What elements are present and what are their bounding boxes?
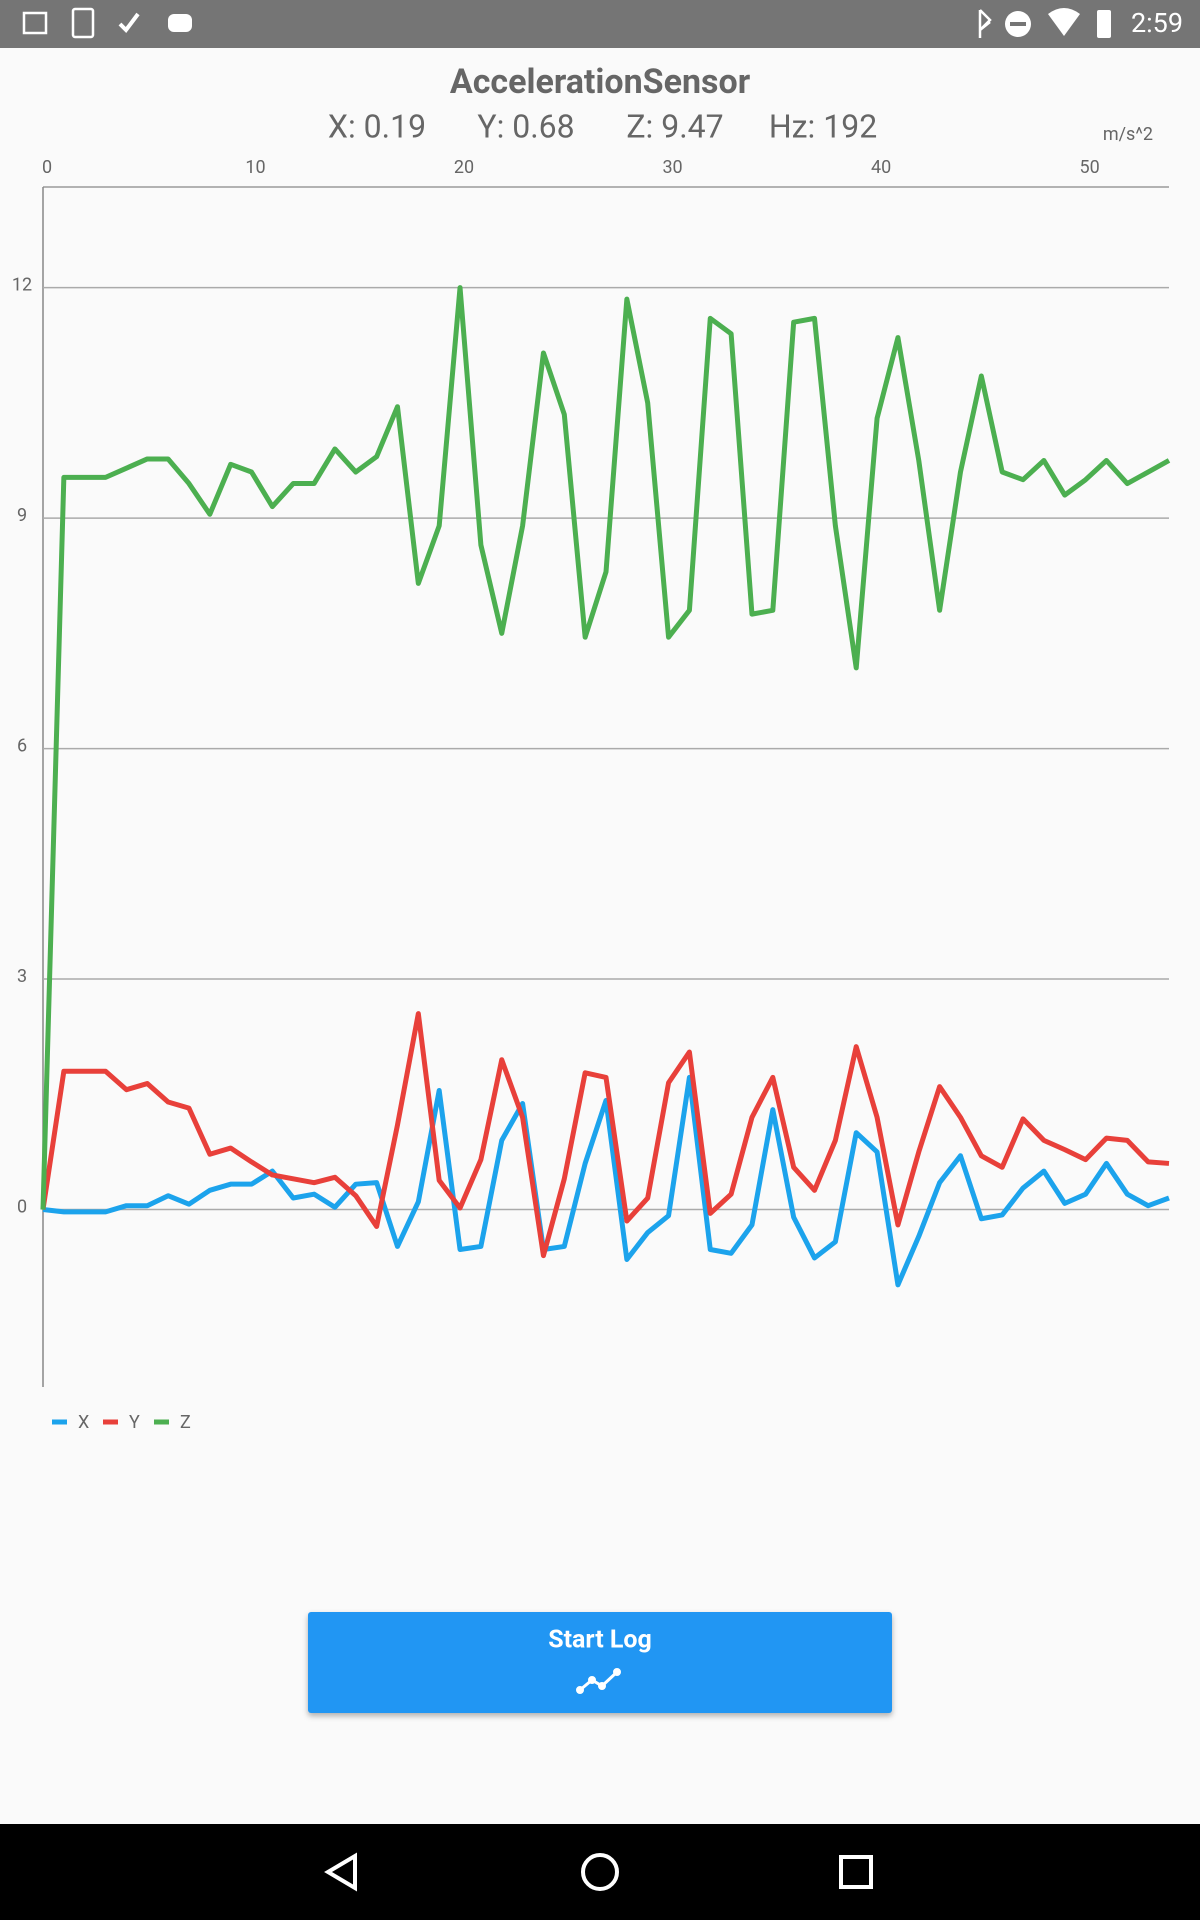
nav-bar xyxy=(0,1824,1200,1920)
status-icons xyxy=(22,7,1111,39)
x-tick-label: 20 xyxy=(454,157,474,178)
series-line xyxy=(40,1011,1170,1259)
y-tick-label: 0 xyxy=(17,1196,27,1217)
legend-label: Y xyxy=(129,1412,140,1433)
x-tick-label: 0 xyxy=(42,157,52,178)
x-tick-label: 30 xyxy=(662,157,682,178)
button-label: Start Log xyxy=(548,1626,652,1655)
button-icon xyxy=(576,1668,621,1694)
status-bar xyxy=(0,0,1200,48)
x-tick-label: 40 xyxy=(871,157,891,178)
nav-back[interactable] xyxy=(324,1852,357,1892)
y-tick-label: 9 xyxy=(17,505,27,526)
app-title: AccelerationSensor xyxy=(450,62,751,102)
nav-recents[interactable] xyxy=(839,1855,873,1889)
nav-home[interactable] xyxy=(581,1853,619,1891)
legend-label: Z xyxy=(180,1412,191,1433)
unit-label: m/s^2 xyxy=(1103,124,1153,145)
series-line xyxy=(40,285,1171,1210)
series-line xyxy=(42,1074,1170,1288)
y-tick-label: 12 xyxy=(12,274,32,295)
x-tick-label: 10 xyxy=(245,157,265,178)
status-time: 2:59 xyxy=(1131,7,1183,39)
y-tick-label: 6 xyxy=(17,735,27,756)
start-log-button[interactable] xyxy=(308,1612,892,1713)
reading: Z: 9.47 xyxy=(626,107,723,145)
reading: Hz: 192 xyxy=(769,107,877,145)
legend-label: X xyxy=(78,1412,89,1433)
reading: X: 0.19 xyxy=(328,107,426,145)
x-tick-label: 50 xyxy=(1079,157,1099,178)
reading: Y: 0.68 xyxy=(477,107,574,145)
y-tick-label: 3 xyxy=(17,966,27,987)
